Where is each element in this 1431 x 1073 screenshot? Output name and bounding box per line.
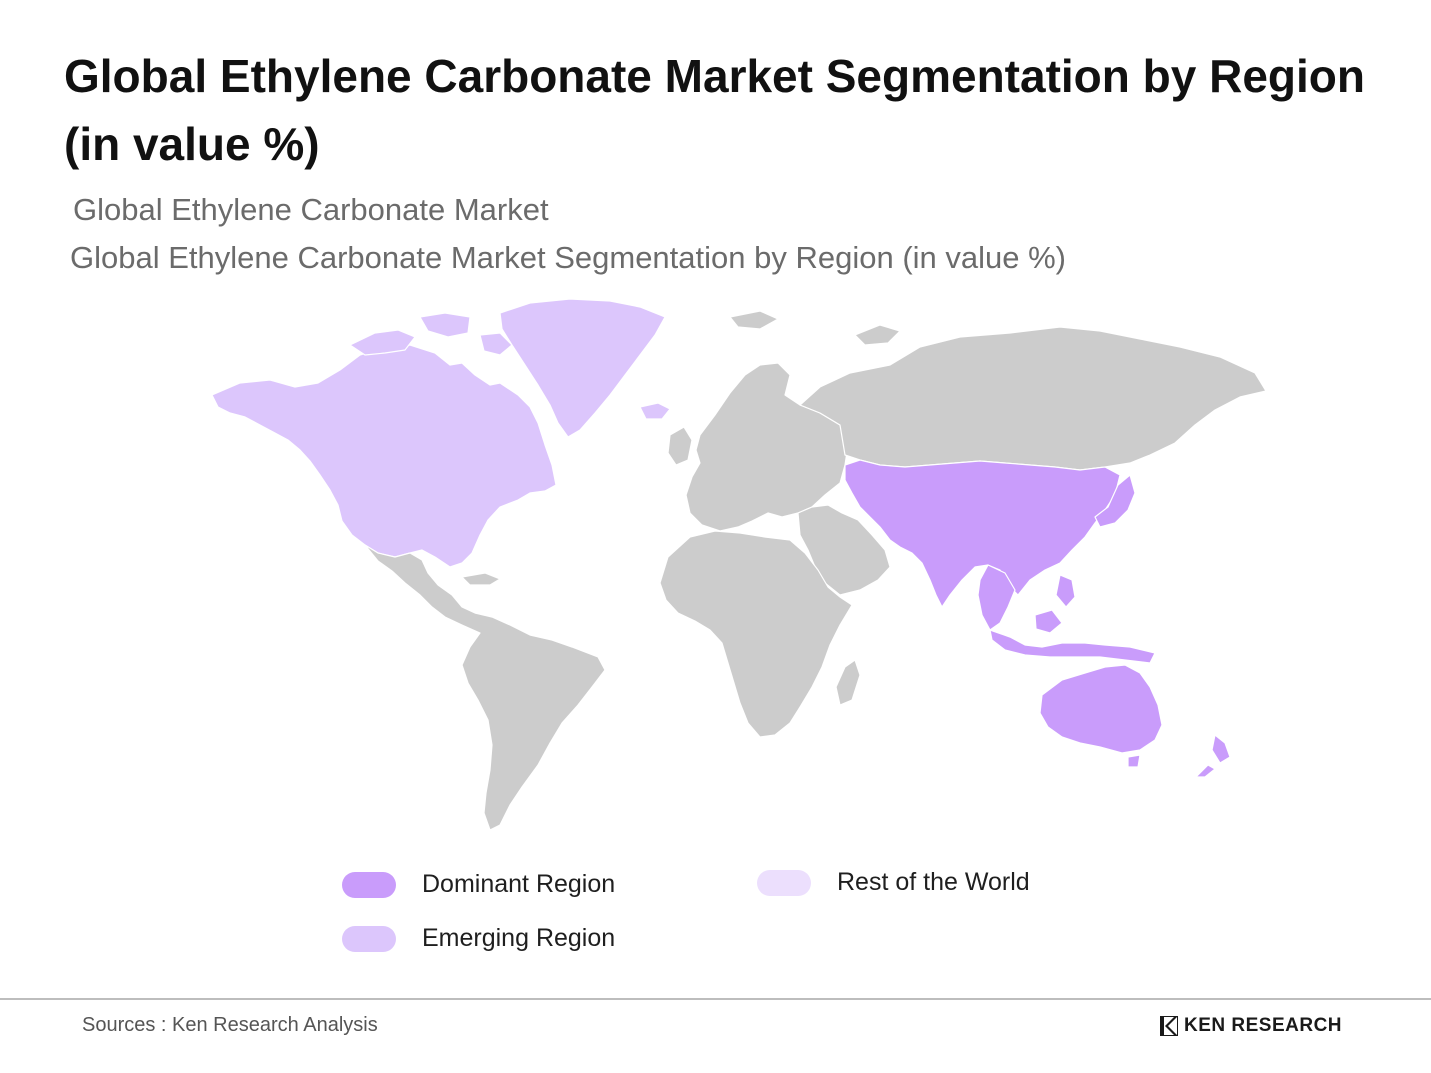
region-canada-islands [349, 312, 513, 356]
region-madagascar [835, 659, 861, 706]
region-caribbean [461, 572, 501, 586]
region-new-zealand [1195, 734, 1231, 778]
region-north-america [211, 344, 557, 568]
legend-emerging-label: Emerging Region [422, 924, 616, 952]
region-southeast-asia [977, 564, 1016, 631]
footer-divider [0, 998, 1431, 1000]
region-indonesia [989, 609, 1156, 664]
legend-dominant-label: Dominant Region [422, 870, 616, 898]
ken-research-logo-icon [1160, 1016, 1178, 1036]
region-tasmania [1127, 754, 1141, 768]
region-latin-america [364, 544, 606, 831]
legend-rest-swatch [757, 869, 811, 896]
brand-logo: KEN RESEARCH [1160, 1015, 1342, 1037]
region-australia [1039, 664, 1163, 754]
region-africa [659, 530, 853, 738]
region-japan [1094, 474, 1136, 528]
subtitle-market: Global Ethylene Carbonate Market [73, 192, 549, 227]
world-map [211, 298, 1267, 831]
source-note: Sources : Ken Research Analysis [82, 1014, 378, 1036]
page-title: Global Ethylene Carbonate Market Segment… [64, 50, 1366, 170]
legend-emerging-swatch [342, 925, 396, 952]
region-middle-east [797, 504, 891, 596]
region-arctic-islands [729, 310, 901, 346]
brand-name: KEN RESEARCH [1184, 1015, 1343, 1036]
legend-dominant: Dominant Region [342, 870, 615, 899]
region-russia [799, 326, 1267, 471]
legend-emerging: Emerging Region [342, 924, 615, 953]
region-philippines [1055, 574, 1076, 608]
legend-rest: Rest of the World [757, 868, 1030, 897]
legend-rest-label: Rest of the World [837, 868, 1030, 896]
legend-dominant-swatch [342, 871, 396, 898]
subtitle-segmentation: Global Ethylene Carbonate Market Segment… [70, 240, 1066, 275]
region-uk [667, 426, 693, 466]
region-iceland [639, 402, 671, 420]
region-asia-pacific [844, 459, 1121, 608]
region-greenland [499, 298, 666, 438]
region-europe [685, 362, 849, 532]
